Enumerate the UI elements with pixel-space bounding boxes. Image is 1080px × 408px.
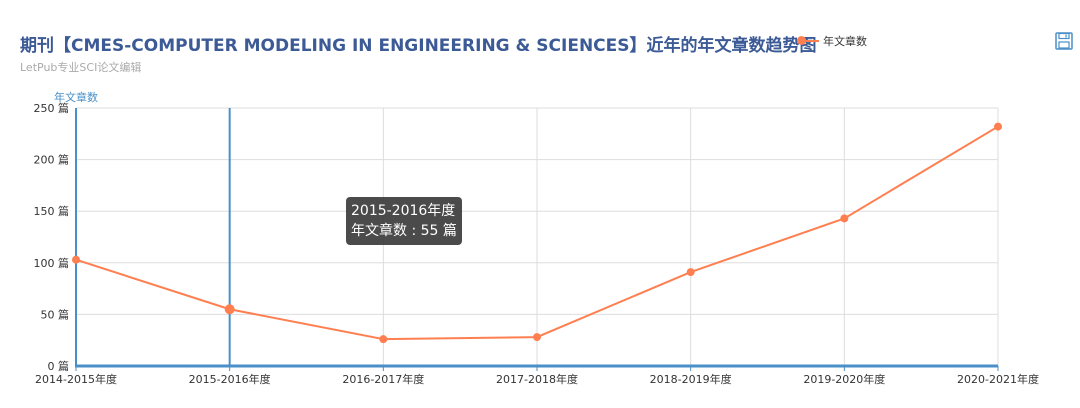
legend-marker-icon: [797, 36, 819, 46]
y-tick-label: 0 篇: [48, 359, 70, 373]
data-point: [840, 214, 849, 223]
tooltip-category: 2015-2016年度: [351, 203, 456, 219]
y-tick-label: 250 篇: [34, 101, 70, 115]
data-point: [994, 122, 1002, 131]
x-tick-label: 2016-2017年度: [342, 372, 424, 386]
x-tick-label: 2015-2016年度: [189, 372, 271, 386]
data-point: [379, 335, 388, 344]
y-tick-label: 50 篇: [41, 307, 70, 321]
data-point: [533, 333, 541, 342]
x-tick-label: 2020-2021年度: [957, 372, 1039, 386]
chart-subtitle: LetPub专业SCI论文编辑: [20, 61, 142, 74]
y-tick-label: 150 篇: [34, 204, 70, 218]
x-tick-label: 2019-2020年度: [803, 372, 885, 386]
tooltip-value: 年文章数 : 55 篇: [351, 223, 457, 239]
data-point: [72, 255, 80, 264]
x-tick-label: 2017-2018年度: [496, 372, 578, 386]
data-point: [686, 268, 695, 277]
x-tick-label: 2014-2015年度: [35, 372, 117, 386]
x-tick-label: 2018-2019年度: [650, 372, 732, 386]
data-point: [224, 304, 235, 315]
save-disk-icon: [1055, 32, 1073, 50]
y-tick-label: 100 篇: [34, 256, 70, 270]
chart-title: 期刊【CMES-COMPUTER MODELING IN ENGINEERING…: [20, 36, 817, 56]
legend-item[interactable]: 年文章数: [797, 33, 867, 49]
legend-label: 年文章数: [823, 35, 867, 48]
data-tooltip: 2015-2016年度 年文章数 : 55 篇: [346, 197, 462, 245]
save-image-button[interactable]: [1054, 31, 1074, 51]
y-axis-title: 年文章数: [54, 90, 98, 104]
y-tick-label: 200 篇: [34, 153, 70, 167]
